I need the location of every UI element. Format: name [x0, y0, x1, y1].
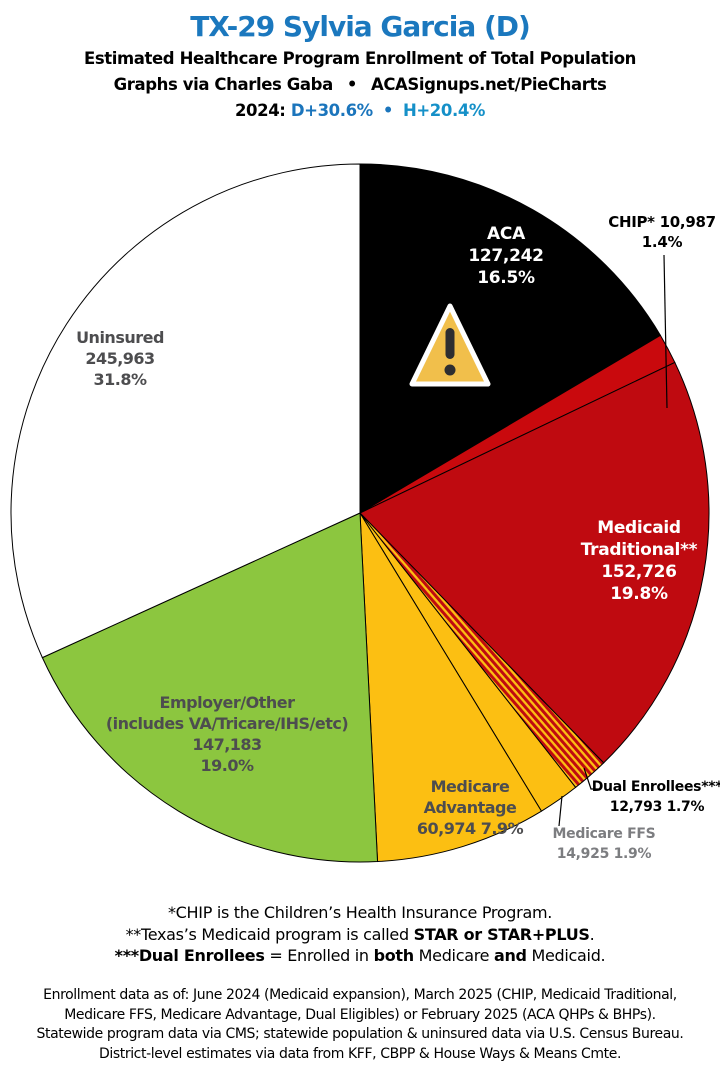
- footnote-dual: ***Dual Enrollees = Enrolled in both Med…: [0, 945, 720, 967]
- slice-label-uninsured: Uninsured 245,963 31.8%: [76, 328, 164, 389]
- slice-label-chip: CHIP* 10,987 1.4%: [608, 213, 716, 251]
- slice-label-medicare-advantage: Medicare Advantage 60,974 7.9%: [416, 777, 524, 838]
- footnote-chip: *CHIP is the Children’s Health Insurance…: [0, 902, 720, 924]
- slice-label-aca: ACA 127,242 16.5%: [468, 224, 544, 288]
- footnote-segment: STAR or STAR+PLUS: [413, 924, 590, 944]
- chart-subtitle: Estimated Healthcare Program Enrollment …: [83, 49, 637, 68]
- footnote-segment: .: [589, 924, 595, 944]
- h-margin: H+20.4%: [402, 101, 486, 120]
- source-notes: Enrollment data as of: June 2024 (Medica…: [0, 986, 720, 1064]
- credit-bullet-icon: •: [346, 75, 358, 94]
- warning-exclamation-bar: [445, 328, 455, 359]
- pie-slice-medicaid-traditional: [359, 361, 710, 764]
- slice-label-medicaid-traditional: Medicaid Traditional** 152,726 19.8%: [580, 518, 698, 604]
- footnote-segment: ***Dual Enrollees: [114, 946, 265, 965]
- pie-slice-employer-other: [41, 512, 379, 863]
- footnote-segment: *CHIP is the Children’s Health Insurance…: [167, 903, 553, 922]
- pie-slice-medicare-advantage: [359, 512, 543, 863]
- credit-site: ACASignups.net/PieCharts: [370, 75, 607, 94]
- dem-margin: D+30.6%: [290, 101, 373, 120]
- margin-bullet-icon: •: [382, 101, 394, 120]
- chip-leader-line: [663, 254, 668, 409]
- warning-triangle-icon: [409, 303, 491, 387]
- source-line: Medicare FFS, Medicare Advantage, Dual E…: [64, 1006, 656, 1023]
- credit-author: Graphs via Charles Gaba: [113, 75, 334, 94]
- slice-label-medicare-ffs: Medicare FFS 14,925 1.9%: [552, 826, 656, 862]
- page-title: TX-29 Sylvia Garcia (D): [190, 10, 531, 43]
- pie-slice-aca: [359, 163, 662, 514]
- pie-slice-uninsured: [10, 163, 361, 659]
- source-line: Enrollment data as of: June 2024 (Medica…: [43, 987, 677, 1003]
- source-line: District-level estimates via data from K…: [98, 1045, 622, 1062]
- dual-enrollees-leader-line: [583, 767, 599, 790]
- footnote-segment: Medicare: [413, 946, 494, 965]
- year-label: 2024:: [234, 101, 286, 120]
- footnotes: *CHIP is the Children’s Health Insurance…: [0, 902, 720, 967]
- credit-line: Graphs via Charles Gaba • ACASignups.net/P…: [0, 75, 720, 94]
- warning-exclamation-dot: [444, 364, 456, 376]
- footnote-segment: both: [373, 946, 415, 965]
- footnote-segment: and: [493, 946, 527, 965]
- partisan-lean-line: 2024: D+30.6% • H+20.4%: [0, 101, 720, 120]
- footnote-segment: **Texas’s Medicaid program is called: [125, 924, 414, 944]
- slice-label-employer-other: Employer/Other (includes VA/Tricare/IHS/…: [105, 693, 349, 775]
- footnote-star: **Texas’s Medicaid program is called STA…: [0, 924, 720, 946]
- slice-label-dual-enrollees: Dual Enrollees*** 12,793 1.7%: [591, 779, 720, 815]
- source-line: Statewide program data via CMS; statewid…: [36, 1026, 684, 1042]
- medicare-ffs-leader-line: [558, 795, 563, 827]
- footnote-segment: Medicaid.: [526, 946, 606, 965]
- footnote-segment: = Enrolled in: [264, 946, 374, 965]
